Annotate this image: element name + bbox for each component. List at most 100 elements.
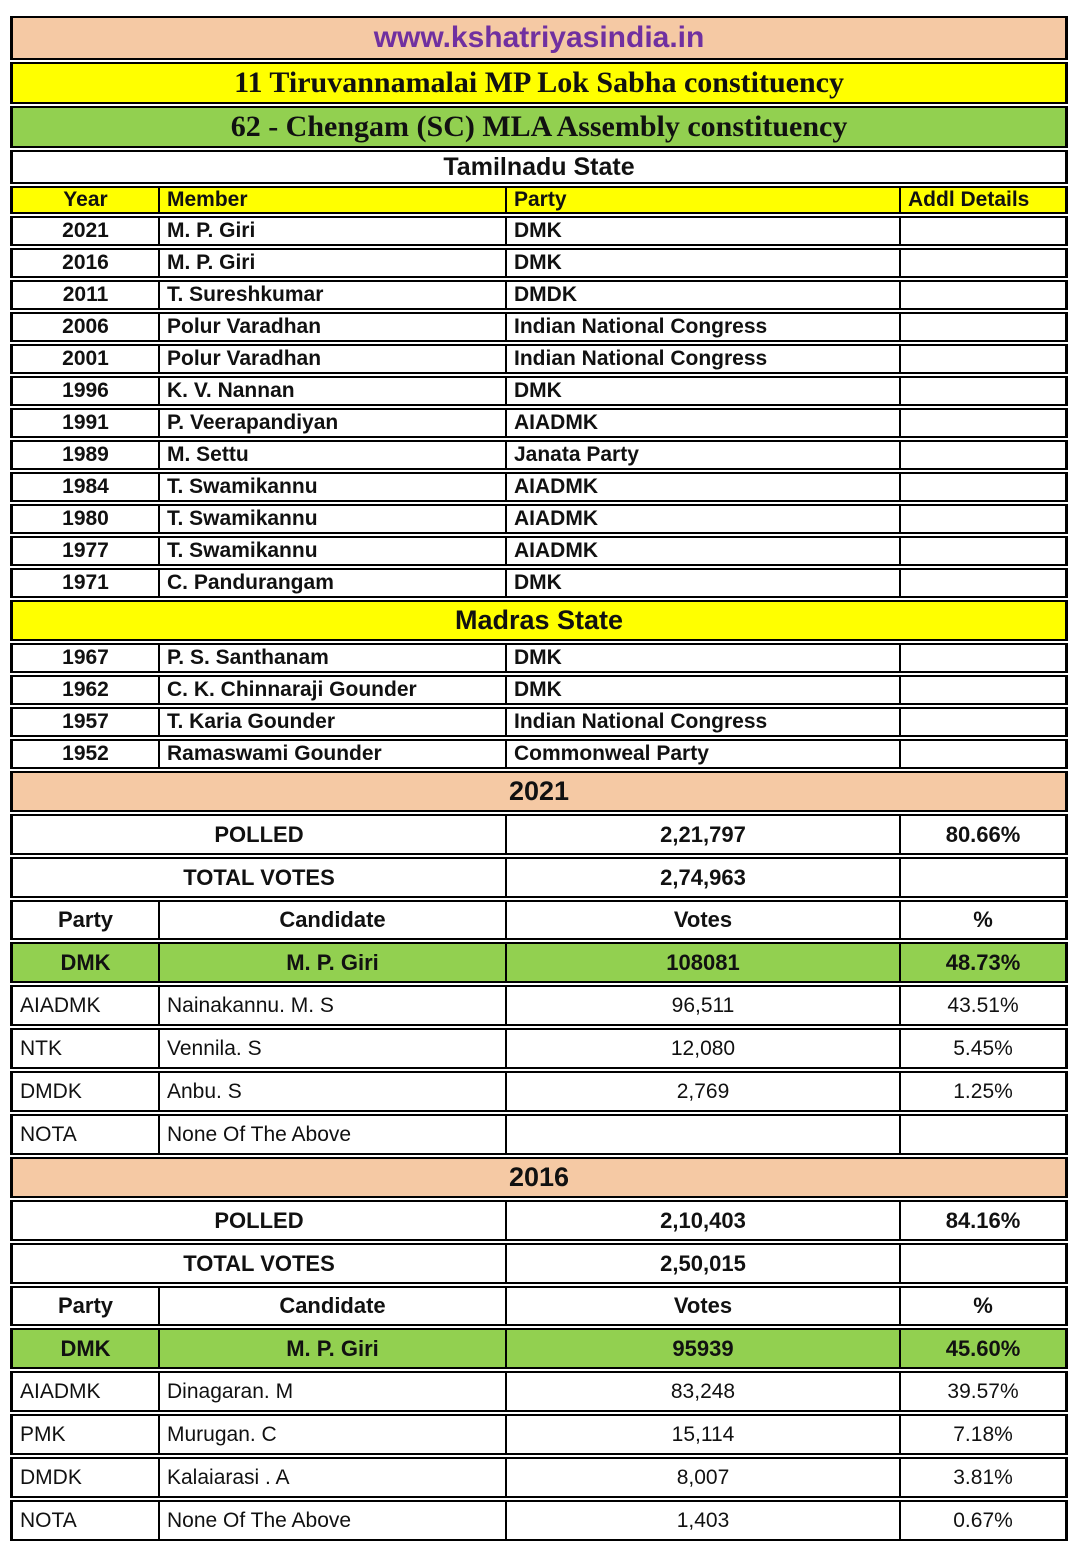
member-cell: P. S. Santhanam <box>160 643 507 673</box>
member-row: 2011 T. Sureshkumar DMDK <box>10 280 1069 310</box>
candidate-cell: Vennila. S <box>160 1028 507 1069</box>
votes-cell: 15,114 <box>507 1414 901 1455</box>
total-votes-value: 2,50,015 <box>507 1243 901 1284</box>
year-cell: 2016 <box>10 248 160 278</box>
member-row: 2021 M. P. Giri DMK <box>10 216 1069 246</box>
polled-label: POLLED <box>10 814 507 855</box>
member-row: 1971 C. Pandurangam DMK <box>10 568 1069 598</box>
party-cell: NOTA <box>10 1500 160 1541</box>
addl-cell <box>901 536 1069 566</box>
member-cell: M. P. Giri <box>160 216 507 246</box>
year-cell: 1989 <box>10 440 160 470</box>
pct-cell: 48.73% <box>901 942 1069 983</box>
state-header-label: Madras State <box>10 600 1069 641</box>
member-row: 1962 C. K. Chinnaraji Gounder DMK <box>10 675 1069 705</box>
addl-cell <box>901 312 1069 342</box>
addl-cell <box>901 739 1069 769</box>
year-cell: 2001 <box>10 344 160 374</box>
year-cell: 2011 <box>10 280 160 310</box>
polled-row: POLLED 2,21,797 80.66% <box>10 814 1069 855</box>
assembly-title: 62 - Chengam (SC) MLA Assembly constitue… <box>10 106 1069 148</box>
addl-cell <box>901 344 1069 374</box>
member-row: 2016 M. P. Giri DMK <box>10 248 1069 278</box>
party-cell: AIADMK <box>507 472 901 502</box>
pct-cell: 39.57% <box>901 1371 1069 1412</box>
polled-row: POLLED 2,10,403 84.16% <box>10 1200 1069 1241</box>
site-banner: www.kshatriyasindia.in <box>10 16 1069 60</box>
party-cell: DMK <box>507 216 901 246</box>
member-cell: Ramaswami Gounder <box>160 739 507 769</box>
member-row: 1991 P. Veerapandiyan AIADMK <box>10 408 1069 438</box>
year-cell: 1984 <box>10 472 160 502</box>
member-row: 1977 T. Swamikannu AIADMK <box>10 536 1069 566</box>
col-votes: Votes <box>507 1286 901 1326</box>
col-party: Party <box>10 900 160 940</box>
total-votes-value: 2,74,963 <box>507 857 901 898</box>
member-cell: P. Veerapandiyan <box>160 408 507 438</box>
results-column-header: Party Candidate Votes % <box>10 1286 1069 1326</box>
winner-row: DMK M. P. Giri 108081 48.73% <box>10 942 1069 983</box>
total-votes-label: TOTAL VOTES <box>10 857 507 898</box>
member-row: 1980 T. Swamikannu AIADMK <box>10 504 1069 534</box>
state-header-tamilnadu: Tamilnadu State <box>10 150 1069 184</box>
col-pct: % <box>901 1286 1069 1326</box>
election-year-banner-2016: 2016 <box>10 1157 1069 1198</box>
results-column-header: Party Candidate Votes % <box>10 900 1069 940</box>
pct-cell: 43.51% <box>901 985 1069 1026</box>
party-cell: Indian National Congress <box>507 312 901 342</box>
addl-cell <box>901 216 1069 246</box>
state-header-label: Tamilnadu State <box>10 150 1069 184</box>
result-row: DMDK Anbu. S 2,769 1.25% <box>10 1071 1069 1112</box>
candidate-cell: Anbu. S <box>160 1071 507 1112</box>
party-cell: DMDK <box>10 1457 160 1498</box>
election-year-label: 2021 <box>10 771 1069 812</box>
candidate-cell: None Of The Above <box>160 1114 507 1155</box>
year-cell: 1977 <box>10 536 160 566</box>
col-party: Party <box>10 1286 160 1326</box>
total-votes-pct <box>901 1243 1069 1284</box>
year-cell: 1971 <box>10 568 160 598</box>
candidate-cell: M. P. Giri <box>160 1328 507 1369</box>
total-votes-label: TOTAL VOTES <box>10 1243 507 1284</box>
votes-cell <box>507 1114 901 1155</box>
addl-cell <box>901 472 1069 502</box>
col-party: Party <box>507 186 901 214</box>
pct-cell: 3.81% <box>901 1457 1069 1498</box>
member-row: 2006 Polur Varadhan Indian National Cong… <box>10 312 1069 342</box>
votes-cell: 1,403 <box>507 1500 901 1541</box>
party-cell: NTK <box>10 1028 160 1069</box>
votes-cell: 8,007 <box>507 1457 901 1498</box>
pct-cell <box>901 1114 1069 1155</box>
member-row: 1984 T. Swamikannu AIADMK <box>10 472 1069 502</box>
member-cell: T. Sureshkumar <box>160 280 507 310</box>
result-row: AIADMK Dinagaran. M 83,248 39.57% <box>10 1371 1069 1412</box>
year-cell: 1991 <box>10 408 160 438</box>
votes-cell: 83,248 <box>507 1371 901 1412</box>
party-cell: Indian National Congress <box>507 344 901 374</box>
result-row: NOTA None Of The Above <box>10 1114 1069 1155</box>
result-row: AIADMK Nainakannu. M. S 96,511 43.51% <box>10 985 1069 1026</box>
candidate-cell: Kalaiarasi . A <box>160 1457 507 1498</box>
member-cell: T. Swamikannu <box>160 472 507 502</box>
party-cell: AIADMK <box>10 985 160 1026</box>
member-cell: T. Swamikannu <box>160 504 507 534</box>
year-cell: 1980 <box>10 504 160 534</box>
pct-cell: 0.67% <box>901 1500 1069 1541</box>
total-votes-row: TOTAL VOTES 2,50,015 <box>10 1243 1069 1284</box>
year-cell: 1996 <box>10 376 160 406</box>
total-votes-row: TOTAL VOTES 2,74,963 <box>10 857 1069 898</box>
year-cell: 1962 <box>10 675 160 705</box>
member-row: 2001 Polur Varadhan Indian National Cong… <box>10 344 1069 374</box>
col-year: Year <box>10 186 160 214</box>
addl-cell <box>901 376 1069 406</box>
election-year-label: 2016 <box>10 1157 1069 1198</box>
col-candidate: Candidate <box>160 1286 507 1326</box>
candidate-cell: Murugan. C <box>160 1414 507 1455</box>
member-cell: K. V. Nannan <box>160 376 507 406</box>
party-cell: AIADMK <box>10 1371 160 1412</box>
votes-cell: 96,511 <box>507 985 901 1026</box>
total-votes-pct <box>901 857 1069 898</box>
lok-sabha-title-row: 11 Tiruvannamalai MP Lok Sabha constitue… <box>10 62 1069 104</box>
site-url-text: www.kshatriyasindia.in <box>373 21 705 54</box>
lok-sabha-title: 11 Tiruvannamalai MP Lok Sabha constitue… <box>10 62 1069 104</box>
